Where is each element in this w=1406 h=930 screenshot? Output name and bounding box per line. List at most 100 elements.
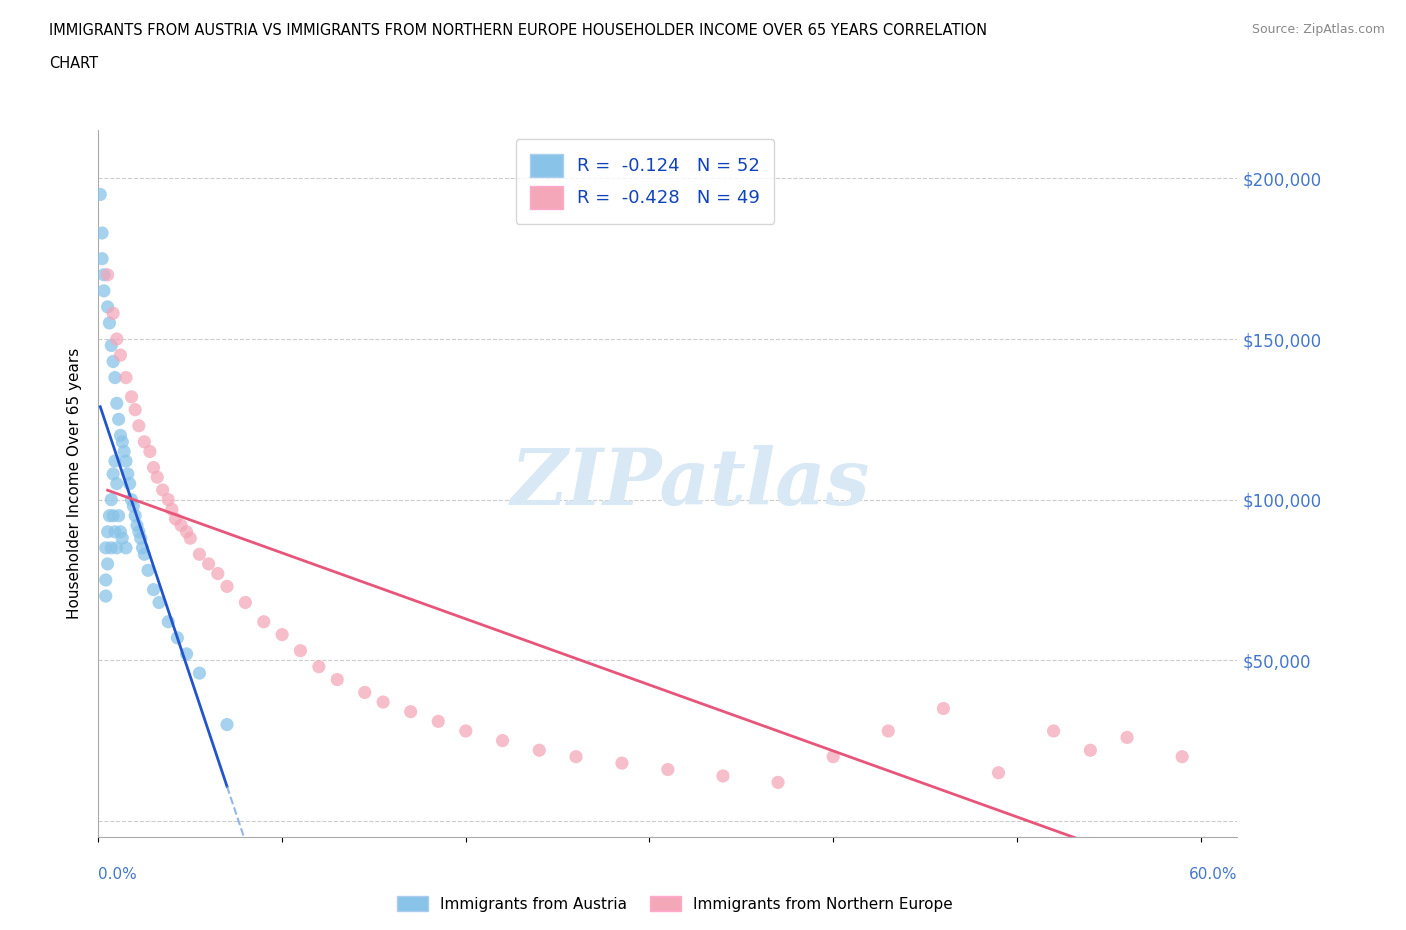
Point	[157, 615, 180, 630]
Point	[165, 512, 187, 526]
Point	[1078, 743, 1101, 758]
Point	[105, 396, 128, 411]
Point	[97, 525, 120, 539]
Point	[107, 412, 129, 427]
Point	[565, 750, 588, 764]
Point	[179, 531, 201, 546]
Point	[117, 467, 139, 482]
Point	[197, 556, 219, 571]
Point	[124, 509, 146, 524]
Point	[121, 390, 143, 405]
Point	[100, 492, 122, 507]
Point	[176, 525, 198, 539]
Legend: R =  -0.124   N = 52, R =  -0.428   N = 49: R = -0.124 N = 52, R = -0.428 N = 49	[516, 140, 775, 223]
Point	[97, 556, 120, 571]
Point	[271, 627, 294, 642]
Point	[877, 724, 900, 738]
Text: Source: ZipAtlas.com: Source: ZipAtlas.com	[1251, 23, 1385, 36]
Point	[131, 540, 153, 555]
Y-axis label: Householder Income Over 65 years: Householder Income Over 65 years	[67, 348, 83, 619]
Point	[93, 284, 115, 299]
Point	[105, 476, 128, 491]
Point	[235, 595, 257, 610]
Point	[207, 566, 229, 581]
Point	[129, 531, 152, 546]
Point	[134, 547, 156, 562]
Point	[823, 750, 845, 764]
Point	[491, 733, 513, 748]
Point	[94, 589, 117, 604]
Point	[125, 518, 148, 533]
Legend: Immigrants from Austria, Immigrants from Northern Europe: Immigrants from Austria, Immigrants from…	[391, 889, 959, 918]
Point	[111, 434, 134, 449]
Point	[308, 659, 330, 674]
Point	[176, 646, 198, 661]
Text: CHART: CHART	[49, 56, 98, 71]
Point	[188, 666, 211, 681]
Point	[353, 685, 375, 700]
Point	[98, 509, 121, 524]
Point	[253, 615, 276, 630]
Point	[105, 540, 128, 555]
Point	[122, 498, 145, 513]
Point	[97, 299, 120, 314]
Point	[118, 476, 141, 491]
Point	[101, 509, 124, 524]
Point	[94, 573, 117, 588]
Point	[987, 765, 1010, 780]
Point	[110, 348, 132, 363]
Point	[93, 267, 115, 282]
Point	[105, 332, 128, 347]
Point	[121, 492, 143, 507]
Point	[104, 370, 127, 385]
Point	[104, 454, 127, 469]
Point	[134, 434, 156, 449]
Point	[766, 775, 789, 790]
Point	[427, 714, 450, 729]
Point	[115, 454, 138, 469]
Point	[215, 717, 238, 732]
Point	[94, 540, 117, 555]
Point	[157, 492, 180, 507]
Point	[290, 644, 312, 658]
Point	[101, 354, 124, 369]
Point	[97, 267, 120, 282]
Text: ZIPatlas: ZIPatlas	[510, 445, 870, 522]
Point	[148, 595, 170, 610]
Point	[326, 672, 349, 687]
Point	[128, 418, 150, 433]
Point	[215, 579, 238, 594]
Point	[124, 403, 146, 418]
Point	[115, 370, 138, 385]
Point	[101, 306, 124, 321]
Text: 0.0%: 0.0%	[98, 867, 138, 882]
Point	[142, 460, 165, 475]
Point	[142, 582, 165, 597]
Point	[101, 467, 124, 482]
Text: IMMIGRANTS FROM AUSTRIA VS IMMIGRANTS FROM NORTHERN EUROPE HOUSEHOLDER INCOME OV: IMMIGRANTS FROM AUSTRIA VS IMMIGRANTS FR…	[49, 23, 987, 38]
Point	[610, 756, 633, 771]
Point	[188, 547, 211, 562]
Point	[170, 518, 193, 533]
Point	[136, 563, 159, 578]
Point	[1116, 730, 1139, 745]
Point	[104, 525, 127, 539]
Point	[139, 444, 162, 458]
Point	[115, 540, 138, 555]
Point	[112, 444, 135, 458]
Text: 60.0%: 60.0%	[1189, 867, 1237, 882]
Point	[160, 502, 183, 517]
Point	[399, 704, 422, 719]
Point	[454, 724, 477, 738]
Point	[110, 428, 132, 443]
Point	[107, 509, 129, 524]
Point	[100, 540, 122, 555]
Point	[91, 251, 114, 266]
Point	[711, 768, 734, 783]
Point	[128, 525, 150, 539]
Point	[1042, 724, 1064, 738]
Point	[91, 226, 114, 241]
Point	[166, 631, 188, 645]
Point	[110, 525, 132, 539]
Point	[152, 483, 174, 498]
